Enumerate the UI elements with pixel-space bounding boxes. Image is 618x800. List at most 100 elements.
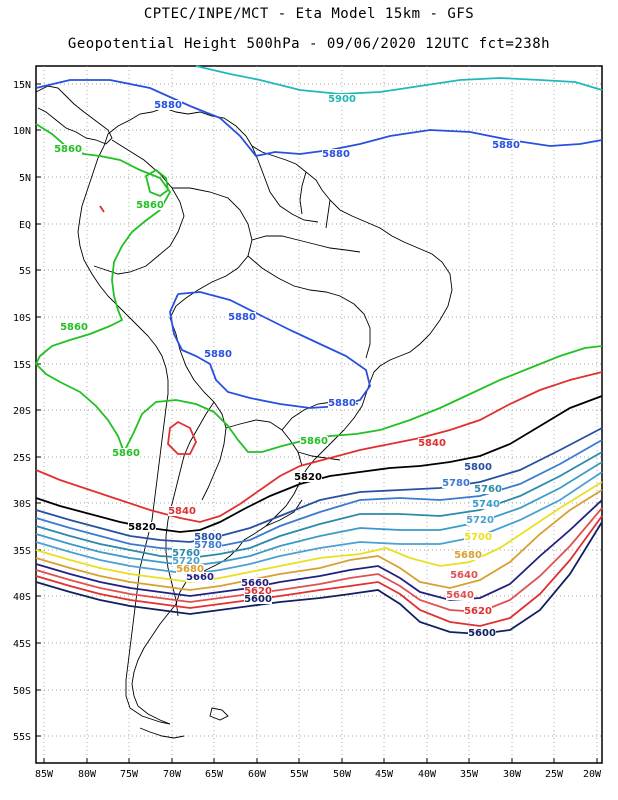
graticule bbox=[36, 66, 602, 763]
lat-label: 20S bbox=[13, 406, 31, 417]
contour-label-bg bbox=[244, 594, 272, 604]
contour-label-bg bbox=[468, 628, 496, 638]
lon-label: 35W bbox=[460, 769, 479, 780]
contour-labels: 5900 5880 5880 5880 5880 5880 5880 5860 5860 5860… bbox=[54, 94, 520, 639]
lon-label: 70W bbox=[163, 769, 182, 780]
map-subtitle: Geopotential Height 500hPa - 09/06/2020 … bbox=[67, 36, 551, 52]
contour-label: 5880 bbox=[322, 149, 350, 160]
contour-label-bg bbox=[442, 478, 470, 488]
contour-label: 5660 bbox=[186, 572, 214, 583]
axis-ticks bbox=[36, 83, 598, 763]
contour-label: 5880 bbox=[492, 140, 520, 151]
lon-label: 50W bbox=[333, 769, 352, 780]
lat-label: 40S bbox=[13, 592, 31, 603]
contour-label: 5640 bbox=[446, 590, 474, 601]
contour-label-bg bbox=[418, 438, 446, 448]
lat-label: 15N bbox=[13, 80, 31, 91]
contour-label-bg bbox=[154, 100, 182, 110]
contour-label-bg bbox=[228, 312, 256, 322]
contour-label: 5880 bbox=[154, 100, 182, 111]
latitude-labels: 15N 10N 5N EQ 5S 10S 15S 20S 25S 30S 35S… bbox=[13, 80, 31, 743]
contour-label: 5860 bbox=[112, 448, 140, 459]
contour-label: 5640 bbox=[450, 570, 478, 581]
lat-label: EQ bbox=[19, 220, 31, 231]
lat-label: 5N bbox=[19, 173, 31, 184]
contour-label: 5880 bbox=[228, 312, 256, 323]
lon-label: 20W bbox=[583, 769, 602, 780]
contour-label: 5860 bbox=[60, 322, 88, 333]
lat-label: 5S bbox=[19, 266, 31, 277]
contour-label-bg bbox=[464, 606, 492, 616]
lat-label: 10N bbox=[13, 126, 31, 137]
contour-label: 5780 bbox=[194, 540, 222, 551]
contour-label-bg bbox=[172, 556, 200, 566]
lat-label: 35S bbox=[13, 546, 31, 557]
lon-label: 30W bbox=[503, 769, 522, 780]
contour-label-bg bbox=[328, 398, 356, 408]
lat-label: 15S bbox=[13, 360, 31, 371]
contour-label: 5800 bbox=[464, 462, 492, 473]
contour-label-bg bbox=[492, 140, 520, 150]
contour-label: 5840 bbox=[168, 506, 196, 517]
contour-label-bg bbox=[322, 149, 350, 159]
contour-label-bg bbox=[244, 586, 272, 596]
contour-label: 5800 bbox=[194, 532, 222, 543]
contour-label-bg bbox=[136, 200, 164, 210]
contour-label: 5700 bbox=[464, 532, 492, 543]
lon-label: 65W bbox=[205, 769, 224, 780]
contour-label-bg bbox=[54, 144, 82, 154]
contour-label-bg bbox=[294, 472, 322, 482]
lon-label: 25W bbox=[545, 769, 564, 780]
contour-label: 5720 bbox=[172, 556, 200, 567]
contour-label: 5680 bbox=[454, 550, 482, 561]
contour-label: 5680 bbox=[176, 564, 204, 575]
contour-label-bg bbox=[454, 550, 482, 560]
contour-label-bg bbox=[300, 436, 328, 446]
lon-label: 75W bbox=[120, 769, 139, 780]
contour-label: 5660 bbox=[241, 578, 269, 589]
lon-label: 85W bbox=[35, 769, 54, 780]
contour-label-bg bbox=[112, 448, 140, 458]
lon-label: 80W bbox=[78, 769, 97, 780]
contour-label: 5620 bbox=[464, 606, 492, 617]
contour-label-bg bbox=[241, 578, 269, 588]
lon-label: 40W bbox=[418, 769, 437, 780]
contour-label: 5880 bbox=[328, 398, 356, 409]
lat-label: 10S bbox=[13, 313, 31, 324]
contour-label-bg bbox=[172, 548, 200, 558]
contour-label-bg bbox=[204, 349, 232, 359]
contour-label: 5740 bbox=[472, 499, 500, 510]
contour-label: 5820 bbox=[294, 472, 322, 483]
contour-label: 5600 bbox=[244, 594, 272, 605]
contour-label-bg bbox=[194, 540, 222, 550]
contour-label-bg bbox=[472, 499, 500, 509]
contour-label: 5600 bbox=[468, 628, 496, 639]
contour-label-bg bbox=[464, 462, 492, 472]
contour-label: 5780 bbox=[442, 478, 470, 489]
contour-label-bg bbox=[446, 590, 474, 600]
contour-label: 5720 bbox=[466, 515, 494, 526]
contour-label: 5760 bbox=[172, 548, 200, 559]
contour-label-bg bbox=[474, 484, 502, 494]
longitude-labels: 85W 80W 75W 70W 65W 60W 55W 50W 45W 40W … bbox=[35, 769, 602, 780]
contour-label: 5860 bbox=[300, 436, 328, 447]
contour-label-bg bbox=[128, 522, 156, 532]
contour-label: 5880 bbox=[204, 349, 232, 360]
lat-label: 30S bbox=[13, 499, 31, 510]
contour-label-bg bbox=[168, 506, 196, 516]
map-title: CPTEC/INPE/MCT - Eta Model 15km - GFS bbox=[143, 6, 475, 22]
contour-label-bg bbox=[464, 532, 492, 542]
map-frame bbox=[35, 65, 603, 764]
lat-label: 55S bbox=[13, 732, 31, 743]
contour-label: 5840 bbox=[418, 438, 446, 449]
contour-label-bg bbox=[466, 515, 494, 525]
contour-label: 5860 bbox=[136, 200, 164, 211]
contour-label-bg bbox=[60, 322, 88, 332]
lon-label: 55W bbox=[290, 769, 309, 780]
height-contours bbox=[35, 65, 603, 635]
lon-label: 45W bbox=[375, 769, 394, 780]
lon-label: 60W bbox=[248, 769, 267, 780]
contour-label-bg bbox=[176, 564, 204, 574]
contour-label-bg bbox=[328, 94, 356, 104]
